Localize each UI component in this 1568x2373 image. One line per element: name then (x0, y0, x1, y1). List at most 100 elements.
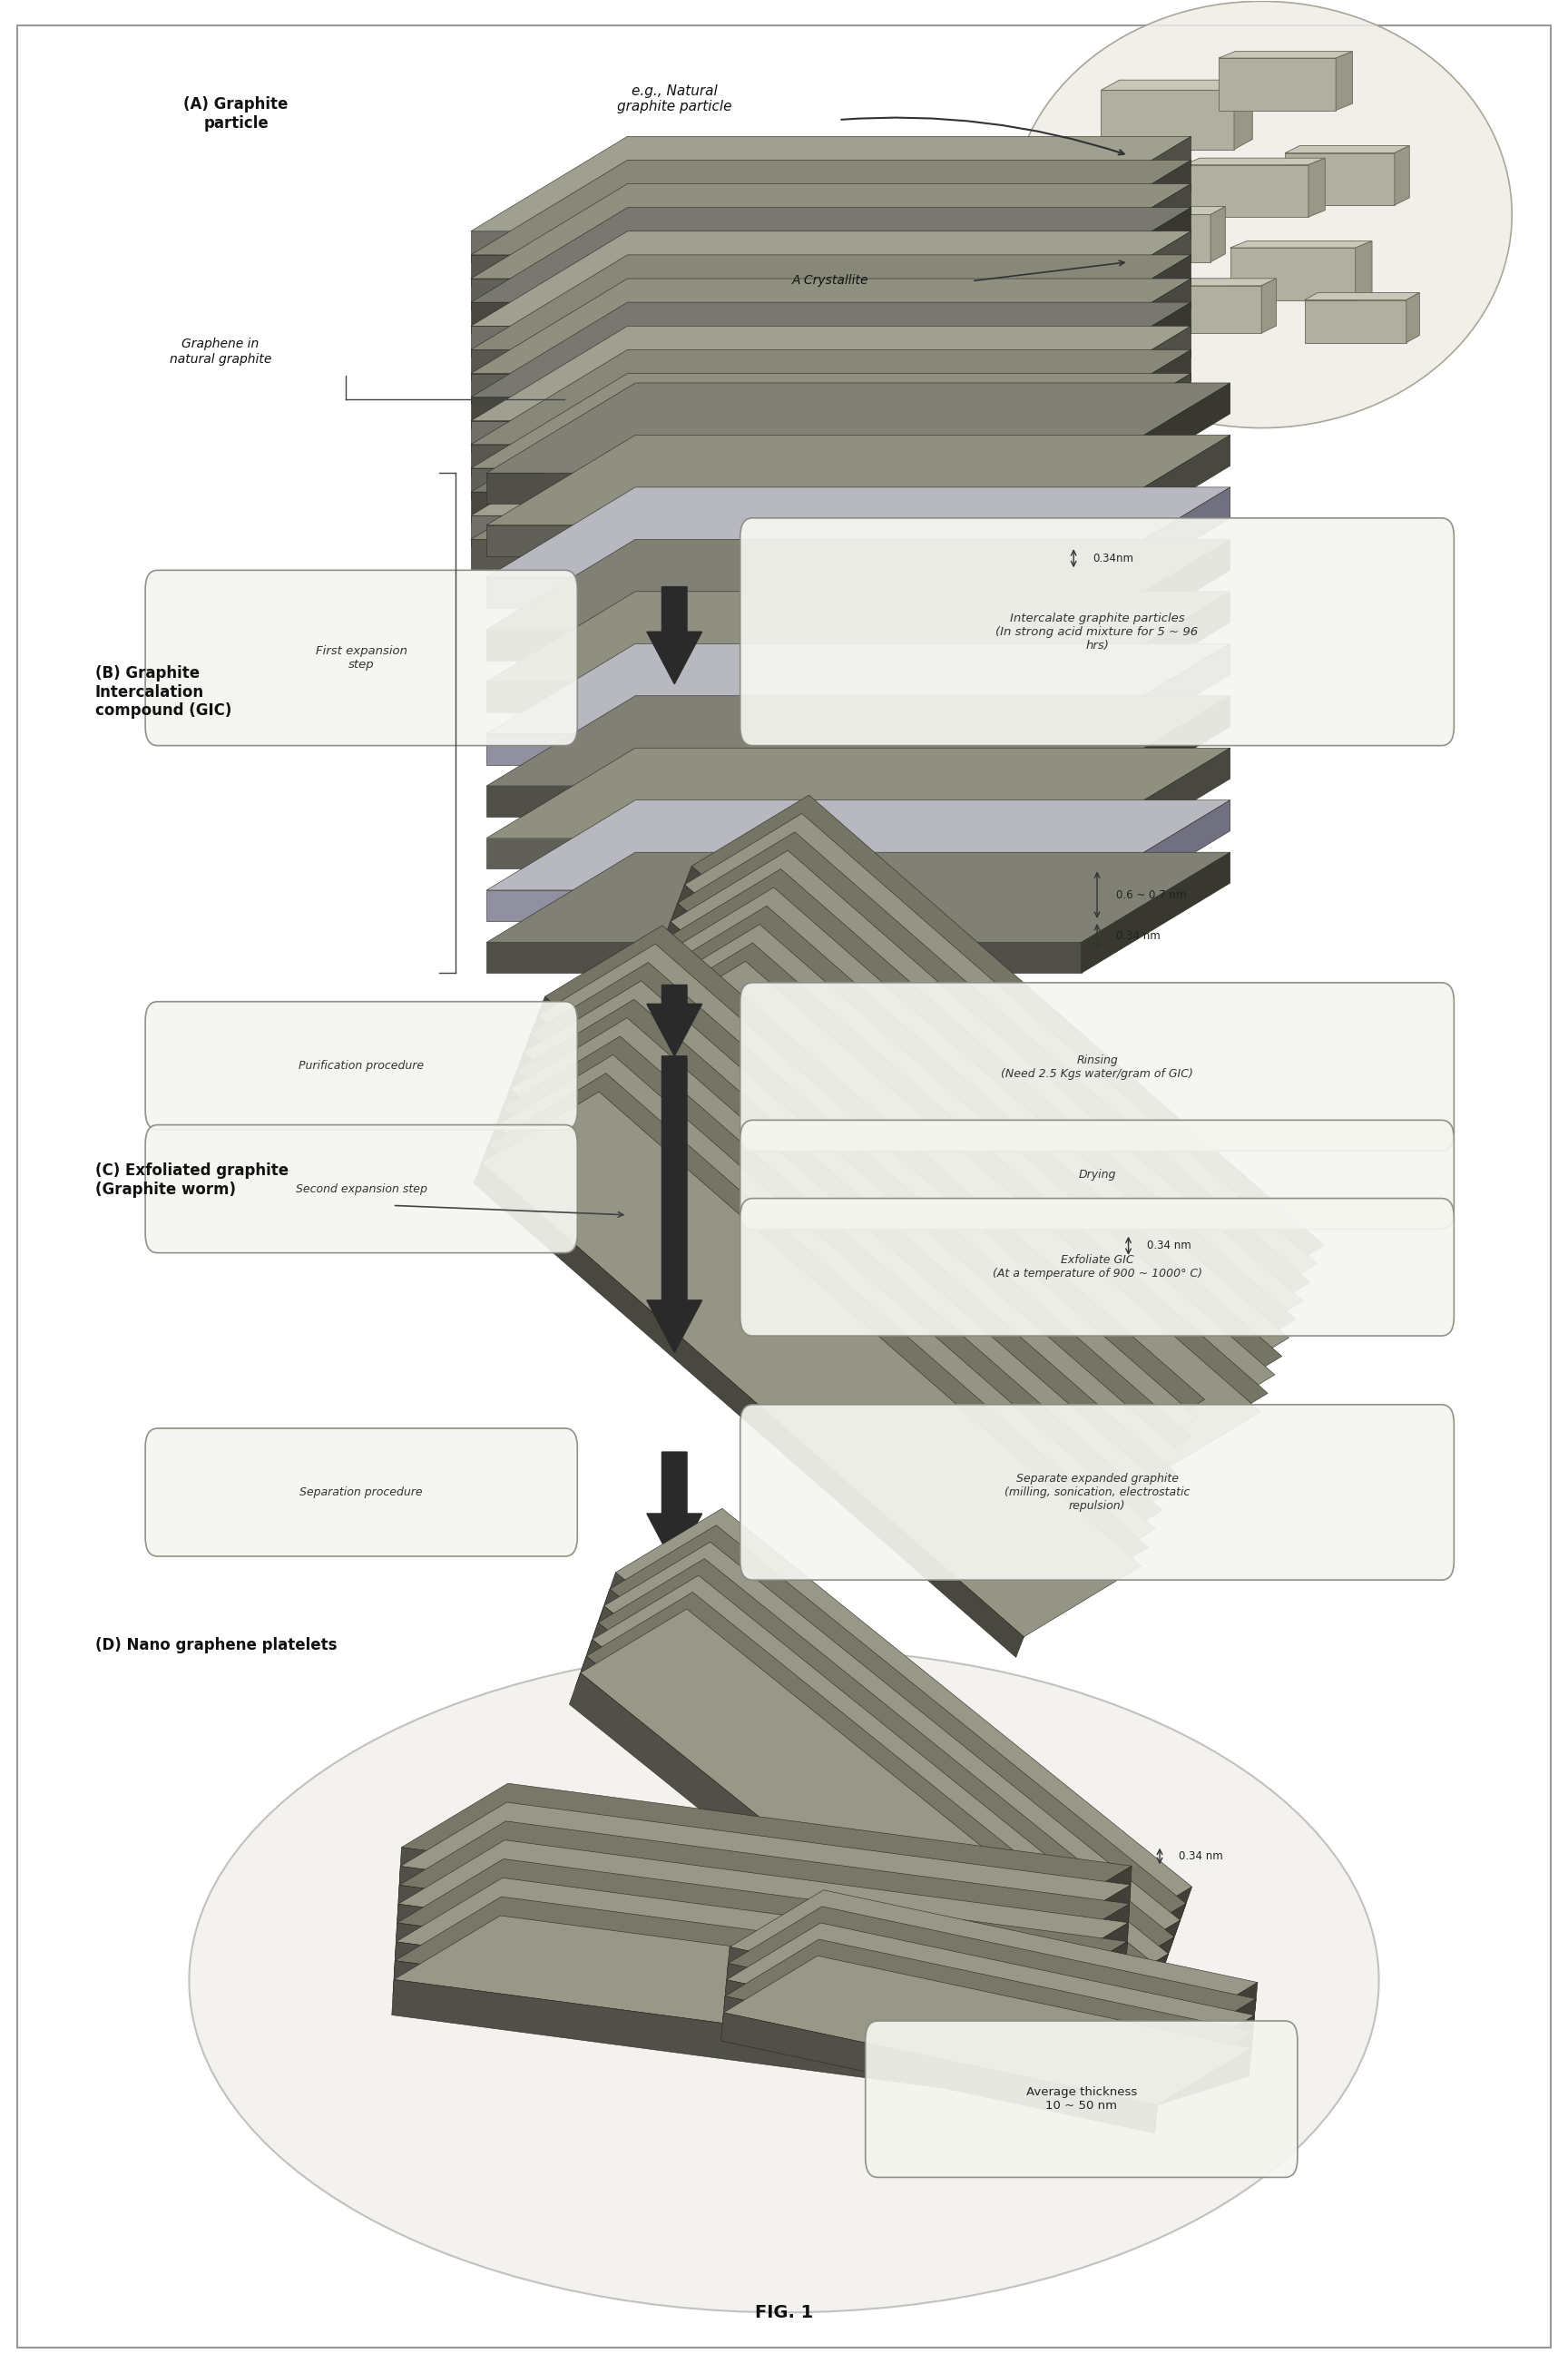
Polygon shape (400, 1820, 1129, 1967)
Polygon shape (470, 183, 1192, 278)
Polygon shape (593, 1576, 1168, 2017)
Polygon shape (1162, 1998, 1256, 2055)
Polygon shape (723, 1996, 1159, 2117)
FancyBboxPatch shape (740, 1198, 1454, 1336)
Text: (D) Nano graphene platelets: (D) Nano graphene platelets (96, 1637, 337, 1654)
Polygon shape (470, 254, 1035, 285)
Polygon shape (1157, 2048, 1251, 2105)
Polygon shape (1035, 230, 1192, 356)
Polygon shape (728, 1906, 1256, 2055)
Polygon shape (1262, 278, 1276, 332)
Polygon shape (470, 325, 1035, 356)
Text: Graphene in
natural graphite: Graphene in natural graphite (169, 337, 271, 365)
Polygon shape (1018, 1998, 1124, 2062)
Polygon shape (605, 1573, 1085, 1981)
Polygon shape (569, 1673, 1051, 2083)
Polygon shape (1035, 396, 1192, 522)
Polygon shape (470, 491, 1035, 522)
Polygon shape (486, 681, 1082, 712)
Polygon shape (395, 1922, 1021, 2041)
Polygon shape (1022, 1922, 1129, 1986)
Polygon shape (586, 1592, 1162, 2034)
Polygon shape (470, 230, 1192, 325)
Text: 0.34 nm: 0.34 nm (1148, 1239, 1192, 1251)
Polygon shape (593, 1607, 1074, 2015)
Polygon shape (516, 1051, 1066, 1547)
Polygon shape (1082, 486, 1231, 607)
Polygon shape (728, 1946, 1163, 2067)
Polygon shape (663, 921, 1185, 1393)
Polygon shape (1284, 152, 1394, 204)
Polygon shape (1035, 278, 1192, 403)
Polygon shape (1035, 254, 1192, 380)
Polygon shape (621, 1032, 1143, 1504)
Text: 0.34 nm: 0.34 nm (1179, 1851, 1223, 1863)
Polygon shape (627, 1013, 1151, 1485)
Polygon shape (671, 850, 1303, 1372)
Polygon shape (643, 925, 1275, 1445)
Polygon shape (580, 1609, 1157, 2050)
Polygon shape (575, 1656, 1057, 2067)
Polygon shape (1082, 800, 1231, 921)
FancyBboxPatch shape (740, 517, 1454, 745)
Polygon shape (726, 1922, 1254, 2072)
Polygon shape (470, 349, 1192, 444)
Polygon shape (1082, 539, 1231, 660)
Polygon shape (486, 577, 1082, 607)
Polygon shape (510, 1018, 1170, 1564)
Polygon shape (1035, 135, 1192, 261)
Polygon shape (532, 963, 1190, 1507)
Polygon shape (1019, 1979, 1126, 2043)
Polygon shape (1021, 1941, 1127, 2005)
Polygon shape (1057, 1970, 1162, 2034)
Polygon shape (629, 961, 1261, 1483)
FancyArrow shape (648, 985, 702, 1056)
Polygon shape (1022, 1903, 1129, 1967)
Polygon shape (641, 978, 1165, 1448)
Polygon shape (1082, 695, 1231, 816)
Polygon shape (397, 1903, 1022, 2022)
Polygon shape (486, 852, 1231, 942)
Polygon shape (397, 1877, 1126, 2024)
Polygon shape (470, 278, 1192, 373)
FancyArrow shape (648, 1452, 702, 1566)
Polygon shape (1308, 159, 1325, 216)
Polygon shape (1305, 292, 1419, 299)
Polygon shape (721, 2012, 1157, 2133)
Polygon shape (486, 382, 1231, 472)
Polygon shape (1019, 1960, 1126, 2024)
Polygon shape (1068, 1936, 1174, 2000)
Polygon shape (397, 1884, 1022, 2003)
Polygon shape (1082, 747, 1231, 869)
FancyBboxPatch shape (146, 1429, 577, 1557)
Polygon shape (663, 869, 1297, 1391)
Polygon shape (486, 785, 1082, 816)
Polygon shape (470, 396, 1192, 491)
Polygon shape (394, 1915, 1124, 2062)
Polygon shape (586, 1623, 1068, 2031)
Polygon shape (470, 444, 1192, 539)
Polygon shape (495, 1108, 1044, 1602)
Polygon shape (398, 1839, 1129, 1986)
Polygon shape (470, 230, 1035, 261)
Polygon shape (1082, 852, 1231, 973)
Polygon shape (486, 643, 1231, 733)
Polygon shape (470, 420, 1192, 515)
Polygon shape (1210, 206, 1225, 261)
Polygon shape (1234, 81, 1253, 149)
Polygon shape (486, 890, 1082, 921)
Polygon shape (486, 591, 1231, 681)
Polygon shape (481, 1092, 1142, 1637)
Polygon shape (649, 906, 1283, 1429)
Polygon shape (599, 1590, 1080, 1998)
Text: Drying: Drying (1079, 1170, 1116, 1179)
FancyBboxPatch shape (146, 570, 577, 745)
FancyArrow shape (648, 1056, 702, 1353)
Polygon shape (1184, 159, 1325, 164)
Polygon shape (486, 695, 1231, 785)
Polygon shape (685, 814, 1317, 1336)
Text: (C) Exfoliated graphite
(Graphite worm): (C) Exfoliated graphite (Graphite worm) (96, 1163, 289, 1198)
Polygon shape (1137, 285, 1262, 332)
Polygon shape (1093, 214, 1210, 261)
Polygon shape (1035, 206, 1192, 332)
